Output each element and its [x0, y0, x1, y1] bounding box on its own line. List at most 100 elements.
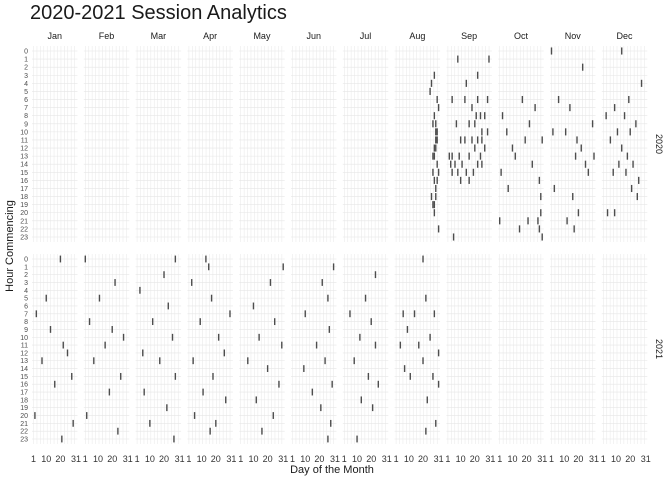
session-mark [630, 184, 633, 193]
session-mark [507, 184, 509, 193]
session-mark [330, 419, 332, 427]
x-tick-label: 1 [445, 454, 450, 464]
session-mark [621, 144, 623, 152]
y-tick-label: 7 [24, 311, 28, 318]
session-mark [212, 372, 214, 380]
session-mark [409, 372, 411, 380]
y-tick-label: 14 [20, 366, 28, 373]
session-mark [452, 233, 455, 241]
session-mark [41, 357, 43, 365]
y-tick-label: 15 [20, 170, 28, 177]
x-tick-label: 1 [135, 454, 140, 464]
x-tick-label: 31 [71, 454, 81, 464]
session-mark [327, 294, 329, 302]
session-mark [429, 87, 431, 95]
facet-panels: Jan Feb Mar Apr May Jun Jul Aug Sep Oct Nov Dec2020… [20, 31, 664, 464]
session-mark [576, 136, 578, 144]
facet-label-2021: 2021 [654, 339, 664, 359]
session-mark [538, 176, 541, 184]
session-mark [374, 271, 377, 279]
session-mark [527, 217, 529, 225]
session-mark [437, 225, 440, 233]
session-mark [481, 136, 483, 144]
session-mark [142, 349, 144, 357]
y-tick-label: 4 [24, 288, 28, 295]
session-mark [370, 318, 372, 326]
session-mark [437, 349, 440, 357]
session-mark [537, 217, 539, 225]
x-tick-label: 20 [366, 454, 376, 464]
x-tick-label: 31 [434, 454, 444, 464]
session-mark [72, 419, 74, 427]
session-mark [122, 333, 125, 341]
x-tick-label: 10 [93, 454, 103, 464]
session-mark [459, 136, 462, 144]
session-mark [587, 168, 590, 176]
session-mark [484, 112, 486, 120]
session-mark [425, 427, 427, 435]
session-mark [481, 128, 483, 136]
session-mark [433, 152, 436, 160]
session-mark [436, 136, 438, 144]
session-mark [252, 302, 255, 310]
x-tick-label: 10 [197, 454, 207, 464]
x-tick-label: 10 [41, 454, 51, 464]
session-mark [167, 302, 169, 310]
session-mark [433, 112, 436, 120]
x-tick-label: 10 [300, 454, 310, 464]
session-mark [311, 388, 314, 396]
y-tick-label: 10 [20, 335, 28, 342]
y-tick-label: 9 [24, 327, 28, 334]
x-tick-label: 1 [342, 454, 347, 464]
session-mark [247, 357, 249, 365]
session-mark [457, 55, 459, 63]
session-mark [359, 333, 361, 341]
x-tick-label: 1 [186, 454, 191, 464]
session-mark [474, 120, 476, 128]
y-tick-label: 21 [20, 218, 28, 225]
session-mark [455, 120, 458, 128]
facet-label-aug: Aug [409, 31, 425, 41]
x-tick-label: 1 [394, 454, 399, 464]
session-mark [481, 160, 483, 168]
x-tick-label: 1 [549, 454, 554, 464]
session-mark [229, 310, 231, 318]
session-mark [606, 209, 609, 217]
session-mark [159, 357, 161, 365]
facet-label-dec: Dec [617, 31, 634, 41]
session-mark [471, 104, 473, 112]
x-tick-label: 10 [507, 454, 517, 464]
session-mark [143, 388, 145, 396]
y-tick-label: 3 [24, 73, 28, 80]
y-tick-label: 8 [24, 319, 28, 326]
session-mark [518, 225, 521, 233]
session-mark [435, 193, 437, 201]
y-tick-label: 9 [24, 121, 28, 128]
session-mark [349, 310, 351, 318]
x-tick-label: 1 [497, 454, 502, 464]
x-tick-label: 10 [456, 454, 466, 464]
session-mark [581, 63, 584, 71]
session-mark [255, 396, 257, 404]
session-mark [540, 193, 542, 201]
y-tick-label: 12 [20, 350, 28, 357]
session-mark [425, 294, 427, 302]
session-mark [486, 95, 489, 104]
session-mark [174, 255, 177, 263]
y-tick-label: 20 [20, 210, 28, 217]
x-tick-label: 20 [159, 454, 169, 464]
session-mark [281, 341, 283, 349]
x-tick-label: 20 [418, 454, 428, 464]
x-tick-label: 31 [485, 454, 495, 464]
session-mark [192, 357, 194, 365]
session-mark [635, 120, 637, 128]
session-mark [430, 79, 433, 87]
session-mark [353, 357, 355, 365]
x-tick-label: 20 [211, 454, 221, 464]
session-mark [210, 294, 213, 302]
session-mark [488, 55, 490, 63]
y-tick-label: 17 [20, 186, 28, 193]
session-mark [84, 255, 86, 263]
y-axis-label: Hour Commencing [4, 200, 16, 292]
